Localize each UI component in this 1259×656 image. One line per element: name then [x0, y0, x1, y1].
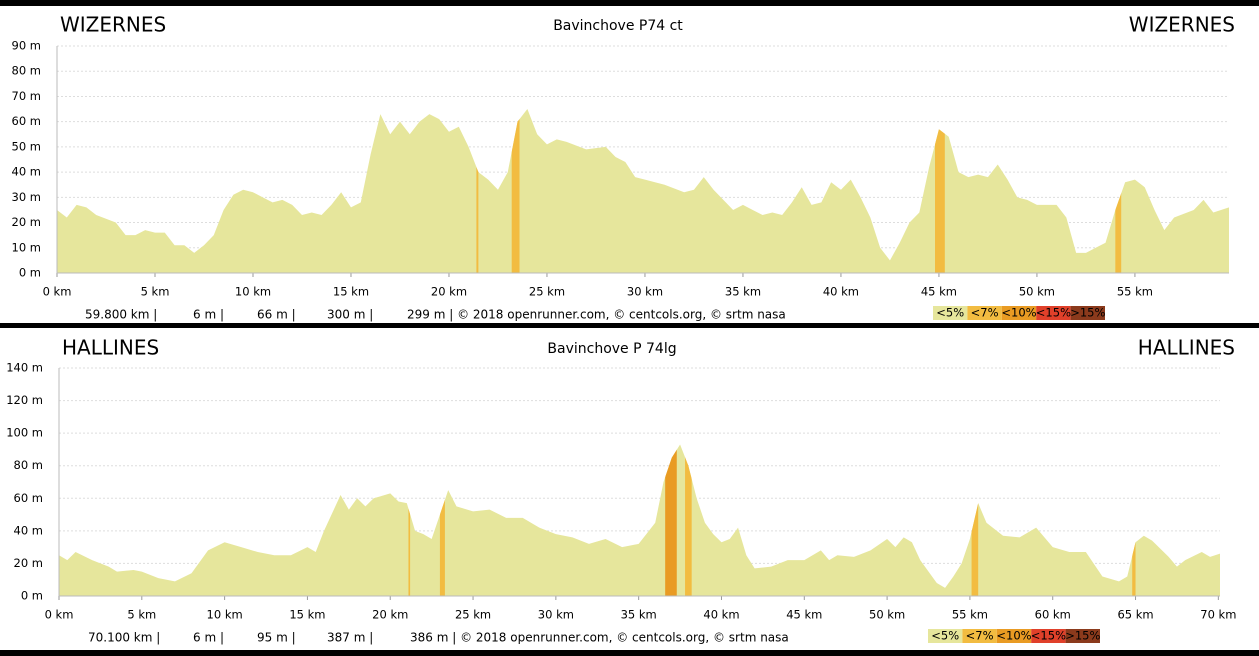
- legend-label: <15%: [1031, 629, 1066, 643]
- y-tick-label: 90 m: [12, 39, 42, 53]
- legend-label: >15%: [1065, 629, 1100, 643]
- x-tick-label: 50 km: [869, 608, 905, 622]
- y-tick-label: 0 m: [21, 589, 43, 603]
- footer-item: 59.800 km |: [85, 308, 157, 322]
- legend-swatch: [967, 306, 1002, 320]
- x-tick-label: 60 km: [1035, 608, 1071, 622]
- chart-title: Bavinchove P 74lg: [547, 341, 676, 357]
- x-tick-label: 70 km: [1200, 608, 1236, 622]
- x-tick-label: 0 km: [45, 608, 74, 622]
- steep-segment: [665, 444, 677, 596]
- y-tick-label: 20 m: [12, 215, 42, 229]
- x-tick-label: 15 km: [333, 285, 369, 299]
- steep-segment: [1132, 444, 1136, 596]
- legend-label: <5%: [936, 306, 964, 320]
- legend-swatch: [996, 629, 1032, 643]
- footer-item: 66 m |: [257, 308, 296, 322]
- legend-label: <15%: [1036, 306, 1071, 320]
- y-tick-label: 40 m: [12, 165, 42, 179]
- legend-label: <10%: [996, 629, 1031, 643]
- legend-label: <5%: [931, 629, 959, 643]
- elevation-area: [59, 444, 1220, 596]
- start-label: HALLINES: [62, 336, 159, 360]
- x-tick-label: 30 km: [538, 608, 574, 622]
- x-tick-label: 35 km: [621, 608, 657, 622]
- legend-swatch: [1065, 629, 1100, 643]
- x-tick-label: 10 km: [235, 285, 271, 299]
- steep-segment: [935, 109, 945, 273]
- x-tick-label: 55 km: [1117, 285, 1153, 299]
- footer-item: 95 m |: [257, 631, 296, 645]
- x-tick-label: 25 km: [529, 285, 565, 299]
- y-tick-label: 120 m: [6, 393, 43, 407]
- y-tick-label: 100 m: [6, 426, 43, 440]
- legend-label: <7%: [966, 629, 994, 643]
- y-tick-label: 40 m: [14, 523, 44, 537]
- legend-swatch: [1031, 629, 1066, 643]
- steep-segment: [1115, 109, 1122, 273]
- x-tick-label: 0 km: [43, 285, 72, 299]
- x-tick-label: 40 km: [703, 608, 739, 622]
- x-tick-label: 25 km: [455, 608, 491, 622]
- legend-label: <10%: [1001, 306, 1036, 320]
- steep-segment: [476, 109, 479, 273]
- legend-label: <7%: [971, 306, 999, 320]
- footer-item: 6 m |: [193, 308, 224, 322]
- separator: [0, 323, 1259, 328]
- x-tick-label: 55 km: [952, 608, 988, 622]
- y-tick-label: 80 m: [14, 458, 44, 472]
- legend-swatch: [1001, 306, 1037, 320]
- y-tick-label: 140 m: [6, 361, 43, 375]
- y-tick-label: 60 m: [14, 491, 44, 505]
- y-tick-label: 0 m: [19, 266, 41, 280]
- x-tick-label: 20 km: [431, 285, 467, 299]
- x-tick-label: 20 km: [372, 608, 408, 622]
- footer-item: 299 m | © 2018 openrunner.com, © centcol…: [407, 308, 786, 322]
- top-bar: [0, 0, 1259, 6]
- footer-item: 300 m |: [327, 308, 373, 322]
- x-tick-label: 50 km: [1019, 285, 1055, 299]
- y-tick-label: 10 m: [12, 240, 42, 254]
- legend-swatch: [1070, 306, 1105, 320]
- y-tick-label: 70 m: [12, 89, 42, 103]
- steep-segment: [408, 444, 411, 596]
- start-label: WIZERNES: [60, 13, 166, 37]
- legend-label: >15%: [1070, 306, 1105, 320]
- x-tick-label: 40 km: [823, 285, 859, 299]
- bottom-bar: [0, 650, 1259, 656]
- elevation-area: [57, 109, 1229, 273]
- legend-swatch: [1036, 306, 1071, 320]
- legend-swatch: [962, 629, 997, 643]
- x-tick-label: 45 km: [786, 608, 822, 622]
- x-tick-label: 35 km: [725, 285, 761, 299]
- x-tick-label: 45 km: [921, 285, 957, 299]
- x-tick-label: 30 km: [627, 285, 663, 299]
- x-tick-label: 15 km: [289, 608, 325, 622]
- x-tick-label: 5 km: [127, 608, 156, 622]
- end-label: WIZERNES: [1129, 13, 1235, 37]
- x-tick-label: 5 km: [141, 285, 170, 299]
- chart-title: Bavinchove P74 ct: [553, 18, 683, 34]
- steep-segment: [685, 444, 692, 596]
- steep-segment: [439, 444, 445, 596]
- footer-item: 386 m | © 2018 openrunner.com, © centcol…: [410, 631, 789, 645]
- footer-item: 70.100 km |: [88, 631, 160, 645]
- steep-segment: [971, 444, 979, 596]
- x-tick-label: 65 km: [1117, 608, 1153, 622]
- footer-item: 6 m |: [193, 631, 224, 645]
- legend-swatch: [933, 306, 968, 320]
- end-label: HALLINES: [1138, 336, 1235, 360]
- y-tick-label: 30 m: [12, 190, 42, 204]
- footer-item: 387 m |: [327, 631, 373, 645]
- y-tick-label: 80 m: [12, 64, 42, 78]
- y-tick-label: 60 m: [12, 114, 42, 128]
- legend-swatch: [928, 629, 963, 643]
- y-tick-label: 20 m: [14, 556, 44, 570]
- steep-segment: [511, 109, 520, 273]
- y-tick-label: 50 m: [12, 139, 42, 153]
- x-tick-label: 10 km: [207, 608, 243, 622]
